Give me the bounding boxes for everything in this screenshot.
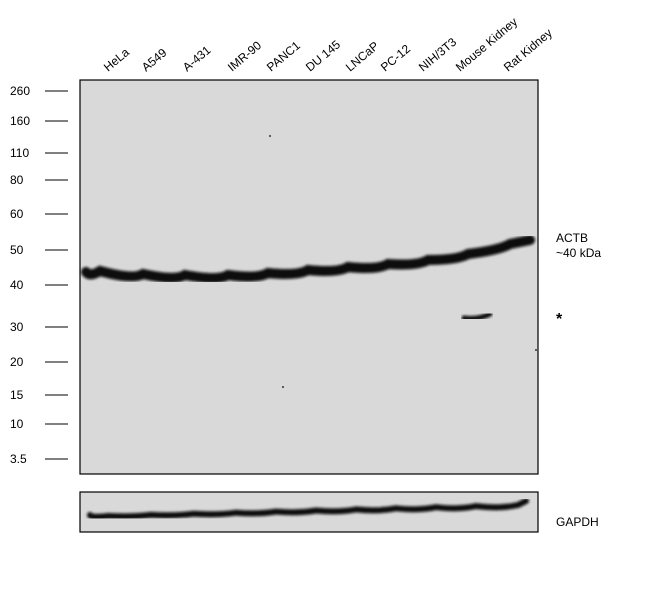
marker-label: 260 xyxy=(10,84,30,98)
lane-label: DU 145 xyxy=(303,37,343,74)
nonspecific-marker: * xyxy=(556,311,563,328)
nonspecific-band xyxy=(461,311,493,321)
marker-label: 3.5 xyxy=(10,452,27,466)
speck xyxy=(269,135,271,137)
speck xyxy=(535,349,537,351)
gapdh-band xyxy=(87,498,529,520)
lane-label: LNCaP xyxy=(343,39,382,75)
marker-label: 10 xyxy=(10,417,24,431)
marker-label: 20 xyxy=(10,355,24,369)
marker-label: 80 xyxy=(10,173,24,187)
loading-control-label: GAPDH xyxy=(556,515,599,529)
lane-label: A549 xyxy=(139,45,170,74)
target-label: ACTB xyxy=(556,231,588,245)
size-label: ~40 kDa xyxy=(556,246,601,260)
marker-label: 30 xyxy=(10,320,24,334)
lane-label: A-431 xyxy=(180,43,214,75)
lane-label: PANC1 xyxy=(264,38,303,74)
marker-label: 160 xyxy=(10,114,30,128)
lane-label: HeLa xyxy=(101,45,132,74)
marker-label: 15 xyxy=(10,388,24,402)
marker-label: 60 xyxy=(10,207,24,221)
speck xyxy=(282,386,284,388)
marker-label: 50 xyxy=(10,243,24,257)
lane-label: NIH/3T3 xyxy=(416,35,459,75)
lane-label: PC-12 xyxy=(378,42,413,75)
actb-band xyxy=(81,235,535,283)
lane-label: IMR-90 xyxy=(225,38,264,74)
marker-label: 110 xyxy=(10,146,29,160)
marker-label: 40 xyxy=(10,278,24,292)
